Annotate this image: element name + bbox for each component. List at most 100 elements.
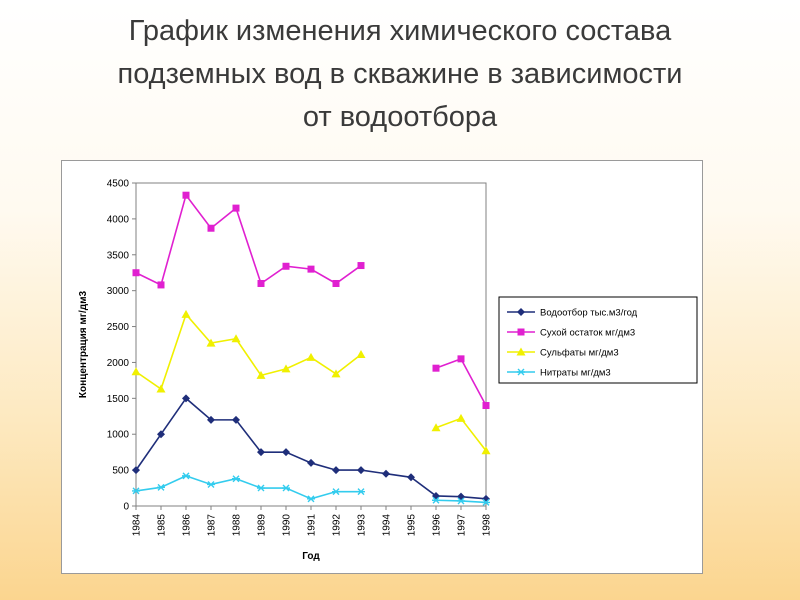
x-tick-label: 1985 xyxy=(157,514,168,537)
slide-title: График изменения химического состава под… xyxy=(40,10,760,139)
data-point-series-3 xyxy=(432,496,440,504)
y-tick-label: 3500 xyxy=(107,250,130,261)
x-tick-label: 1984 xyxy=(132,514,143,537)
data-point-series-1 xyxy=(157,281,165,289)
series-line-1 xyxy=(135,193,362,287)
y-tick-label: 4000 xyxy=(107,214,130,225)
x-tick-label: 1993 xyxy=(357,514,368,537)
data-point-series-0 xyxy=(132,466,140,475)
data-point-series-0 xyxy=(357,466,365,475)
legend-marker-2 xyxy=(516,347,526,356)
data-point-series-3 xyxy=(132,487,140,495)
x-tick-label: 1997 xyxy=(457,514,468,537)
data-point-series-1 xyxy=(282,262,290,270)
y-tick-label: 0 xyxy=(123,502,129,513)
x-axis-title: Год xyxy=(302,551,320,562)
x-tick-label: 1994 xyxy=(382,514,393,537)
legend-marker-1 xyxy=(517,328,525,336)
data-point-series-1 xyxy=(132,269,140,277)
y-tick-label: 2000 xyxy=(107,358,130,369)
data-point-series-1 xyxy=(182,191,190,199)
data-point-series-0 xyxy=(457,492,465,501)
data-point-series-3 xyxy=(232,475,240,483)
y-tick-label: 4500 xyxy=(107,179,130,190)
data-point-series-0 xyxy=(207,415,215,424)
data-point-series-1 xyxy=(432,364,440,372)
legend-marker-3 xyxy=(517,368,525,376)
data-point-series-0 xyxy=(157,430,165,439)
data-point-series-0 xyxy=(307,458,315,467)
data-point-series-3 xyxy=(207,480,215,488)
data-point-series-3 xyxy=(332,488,340,496)
data-point-series-0 xyxy=(407,473,415,482)
data-point-series-1 xyxy=(257,279,265,287)
slide-title-line: от водоотбора xyxy=(302,101,498,133)
data-point-series-2 xyxy=(156,384,166,393)
y-tick-label: 1500 xyxy=(107,394,130,405)
y-tick-label: 2500 xyxy=(107,322,130,333)
legend-marker-0 xyxy=(517,308,525,316)
slide-title-line: подземных вод в скважине в зависимости xyxy=(117,58,683,90)
data-point-series-2 xyxy=(256,370,266,379)
data-point-series-0 xyxy=(182,394,190,403)
x-tick-label: 1995 xyxy=(407,514,418,537)
data-point-series-1 xyxy=(232,204,240,212)
x-tick-label: 1998 xyxy=(482,514,493,537)
data-point-series-1 xyxy=(482,402,490,410)
data-point-series-2 xyxy=(481,446,491,455)
x-tick-label: 1991 xyxy=(307,514,318,537)
data-point-series-1 xyxy=(307,265,315,273)
data-point-series-2 xyxy=(306,352,316,361)
series-line-0 xyxy=(135,397,487,500)
x-tick-label: 1986 xyxy=(182,514,193,537)
legend-label-3: Нитраты мг/дм3 xyxy=(540,368,611,379)
slide-title-line: График изменения химического состава xyxy=(128,15,672,47)
data-point-series-0 xyxy=(332,466,340,475)
legend-label-0: Водоотбор тыс.м3/год xyxy=(540,308,638,319)
x-tick-label: 1990 xyxy=(282,514,293,537)
chart-container: 0 500 1000 1500 2000 2500 3000 3500 4000 4500 1984… xyxy=(61,160,703,574)
data-point-series-2 xyxy=(331,369,341,378)
data-point-series-1 xyxy=(357,262,365,270)
data-point-series-1 xyxy=(457,355,465,363)
data-point-series-2 xyxy=(281,364,291,373)
series-line-2 xyxy=(435,417,487,452)
data-point-series-2 xyxy=(181,309,191,318)
data-point-series-0 xyxy=(382,469,390,478)
line-chart: 0 500 1000 1500 2000 2500 3000 3500 4000 4500 1984… xyxy=(78,179,698,562)
data-point-series-2 xyxy=(356,350,366,359)
legend-label-2: Сульфаты мг/дм3 xyxy=(540,348,619,359)
y-tick-label: 3000 xyxy=(107,286,130,297)
series-line-1 xyxy=(435,357,487,406)
data-point-series-0 xyxy=(257,448,265,457)
series-line-2 xyxy=(135,312,362,391)
x-tick-label: 1987 xyxy=(207,514,218,537)
data-point-series-3 xyxy=(182,472,190,480)
data-point-series-1 xyxy=(332,279,340,287)
data-point-series-3 xyxy=(307,495,315,503)
data-point-series-3 xyxy=(257,484,265,492)
data-point-series-2 xyxy=(206,338,216,347)
legend-label-1: Сухой остаток мг/дм3 xyxy=(540,328,635,339)
data-point-series-2 xyxy=(431,423,441,432)
data-point-series-3 xyxy=(282,484,290,492)
x-tick-label: 1988 xyxy=(232,514,243,537)
x-tick-label: 1992 xyxy=(332,514,343,537)
plot-area xyxy=(135,182,487,507)
data-point-series-3 xyxy=(357,488,365,496)
data-point-series-0 xyxy=(232,415,240,424)
data-point-series-3 xyxy=(482,498,490,506)
y-tick-label: 500 xyxy=(112,466,129,477)
y-tick-label: 1000 xyxy=(107,430,130,441)
data-point-series-1 xyxy=(207,224,215,232)
x-tick-label: 1996 xyxy=(432,514,443,537)
data-point-series-0 xyxy=(282,448,290,457)
series-line-3 xyxy=(135,474,361,500)
data-point-series-3 xyxy=(457,497,465,505)
y-axis-title: Концентрация мг/дм3 xyxy=(78,291,89,399)
data-point-series-3 xyxy=(157,483,165,491)
x-tick-label: 1989 xyxy=(257,514,268,537)
data-point-series-2 xyxy=(231,334,241,343)
data-point-series-2 xyxy=(456,413,466,422)
data-point-series-2 xyxy=(131,367,141,376)
